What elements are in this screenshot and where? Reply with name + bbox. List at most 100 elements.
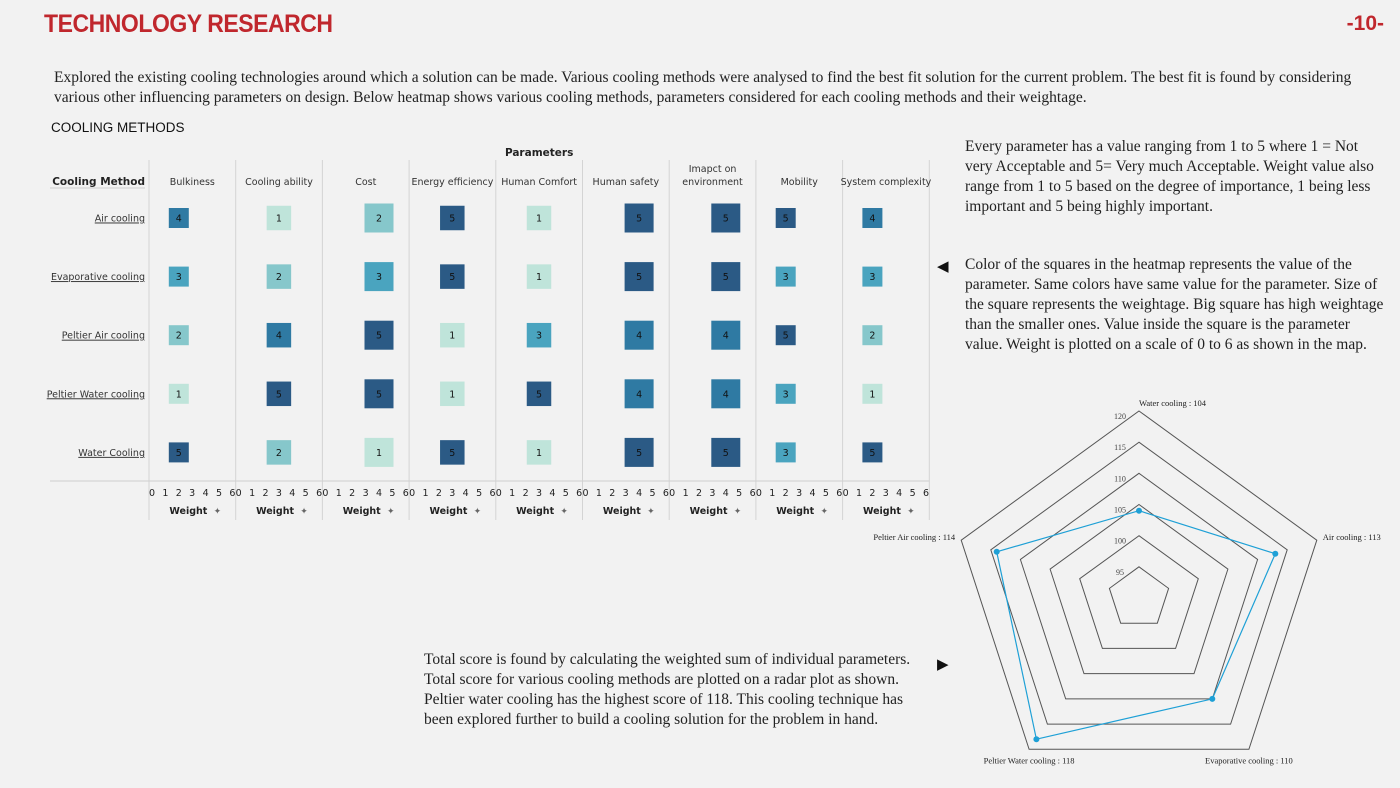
pin-icon: ✦: [560, 507, 568, 517]
heatmap-cell: [440, 440, 465, 465]
x-tick-label: 4: [896, 488, 902, 499]
x-tick-label: 3: [709, 488, 715, 499]
cell-value-label: 1: [536, 214, 542, 225]
x-tick-label: 5: [216, 488, 222, 499]
radar-point: [993, 548, 1000, 555]
heatmap-cell: [775, 266, 796, 287]
x-tick-label: 1: [422, 488, 428, 499]
x-tick-label: 4: [463, 488, 469, 499]
cell-value-label: 4: [723, 389, 729, 400]
cell-value-label: 3: [536, 331, 542, 342]
heatmap-cell: [526, 205, 552, 231]
cell-value-label: 5: [536, 389, 542, 400]
cell-value-label: 5: [376, 389, 382, 400]
x-tick-label: 4: [549, 488, 555, 499]
cell-value-label: 3: [869, 272, 875, 283]
x-tick-label: 6: [836, 488, 842, 499]
cell-value-label: 5: [869, 448, 875, 459]
heatmap-cell: [775, 325, 796, 346]
x-tick-label: 3: [536, 488, 542, 499]
x-tick-label: 5: [476, 488, 482, 499]
column-header: System complexity: [841, 177, 932, 188]
heatmap-cell: [775, 442, 796, 463]
row-label: Evaporative cooling: [51, 272, 145, 283]
radar-ring-label: 100: [1114, 537, 1126, 546]
radar-point: [1209, 695, 1216, 702]
radar-ring-label: 120: [1114, 412, 1126, 421]
cell-value-label: 1: [536, 448, 542, 459]
cell-value-label: 1: [536, 272, 542, 283]
radar-point: [1272, 550, 1279, 557]
heatmap-cell: [711, 437, 741, 467]
x-tick-label: 0: [843, 488, 849, 499]
x-tick-label: 4: [809, 488, 815, 499]
heatmap-cell: [862, 208, 883, 228]
x-tick-label: 0: [409, 488, 415, 499]
heatmap-cell: [266, 381, 292, 407]
row-label: Peltier Water cooling: [47, 389, 145, 400]
cell-value-label: 5: [723, 448, 729, 459]
row-label: Peltier Air cooling: [62, 331, 145, 342]
x-tick-label: 0: [582, 488, 588, 499]
cell-value-label: 4: [176, 214, 182, 225]
cell-value-label: 4: [723, 331, 729, 342]
x-tick-label: 2: [696, 488, 702, 499]
cell-value-label: 2: [276, 448, 282, 459]
column-header: environment: [682, 177, 743, 188]
column-header: Energy efficiency: [412, 177, 494, 188]
x-tick-label: 3: [623, 488, 629, 499]
radar-axis-label: Peltier Air cooling : 114: [873, 532, 956, 542]
cell-value-label: 5: [636, 272, 642, 283]
cell-value-label: 5: [449, 448, 455, 459]
x-tick-label: 1: [336, 488, 342, 499]
heatmap-cell: [364, 262, 394, 292]
heatmap-cell: [526, 440, 552, 465]
cell-value-label: 2: [276, 272, 282, 283]
x-axis-label: Weight: [603, 506, 641, 517]
radar-axis-label: Peltier Water cooling : 118: [984, 755, 1075, 765]
cell-value-label: 1: [276, 214, 282, 225]
heatmap-cell: [440, 381, 465, 407]
color-meaning-note: Color of the squares in the heatmap repr…: [965, 256, 1384, 353]
x-tick-label: 1: [249, 488, 255, 499]
heatmap-cell: [624, 379, 654, 409]
heatmap-cell: [168, 442, 189, 463]
heatmap-cell: [266, 205, 292, 231]
heatmap-cell: [775, 383, 796, 404]
pin-icon: ✦: [474, 507, 482, 517]
radar-ring-label: 105: [1114, 506, 1126, 515]
pin-icon: ✦: [734, 507, 742, 517]
heatmap-cell: [624, 262, 654, 292]
radar-point: [1033, 736, 1040, 743]
heatmap-cell: [364, 203, 394, 233]
radar-axis-label: Evaporative cooling : 110: [1205, 755, 1293, 765]
radar-axis-label: Water cooling : 104: [1139, 398, 1207, 408]
x-tick-label: 6: [663, 488, 669, 499]
intro-paragraph: Explored the existing cooling technologi…: [54, 69, 1352, 106]
pin-icon: ✦: [647, 507, 655, 517]
radar-ring: [960, 410, 1318, 750]
x-tick-label: 2: [523, 488, 529, 499]
x-tick-label: 1: [856, 488, 862, 499]
x-tick-label: 6: [403, 488, 409, 499]
radar-ring: [1079, 535, 1199, 649]
x-tick-label: 0: [496, 488, 502, 499]
x-tick-label: 2: [262, 488, 268, 499]
cell-value-label: 5: [276, 389, 282, 400]
cell-value-label: 5: [723, 214, 729, 225]
heatmap-cell: [862, 266, 883, 287]
page-title: TECHNOLOGY RESEARCH: [44, 10, 333, 38]
total-score-note: Total score is found by calculating the …: [424, 651, 911, 728]
x-axis-label: Weight: [516, 506, 554, 517]
pointer-right-icon: ▶: [937, 655, 949, 673]
x-tick-label: 2: [609, 488, 615, 499]
column-header: Human safety: [593, 177, 660, 188]
x-tick-label: 5: [823, 488, 829, 499]
x-tick-label: 0: [756, 488, 762, 499]
x-tick-label: 5: [736, 488, 742, 499]
column-header: Imapct on: [689, 164, 737, 175]
x-tick-label: 0: [669, 488, 675, 499]
x-tick-label: 4: [203, 488, 209, 499]
x-tick-label: 5: [649, 488, 655, 499]
heatmap-cell: [775, 208, 796, 228]
